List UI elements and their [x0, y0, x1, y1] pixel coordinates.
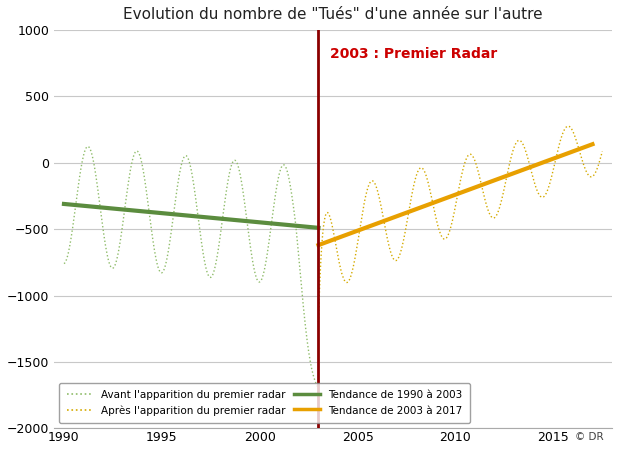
Title: Evolution du nombre de "Tués" d'une année sur l'autre: Evolution du nombre de "Tués" d'une anné… — [123, 7, 543, 22]
Text: 2003 : Premier Radar: 2003 : Premier Radar — [330, 47, 498, 61]
Text: © DR: © DR — [575, 432, 604, 442]
Legend: Avant l'apparition du premier radar, Après l'apparition du premier radar, Tendan: Avant l'apparition du premier radar, Apr… — [59, 382, 470, 423]
